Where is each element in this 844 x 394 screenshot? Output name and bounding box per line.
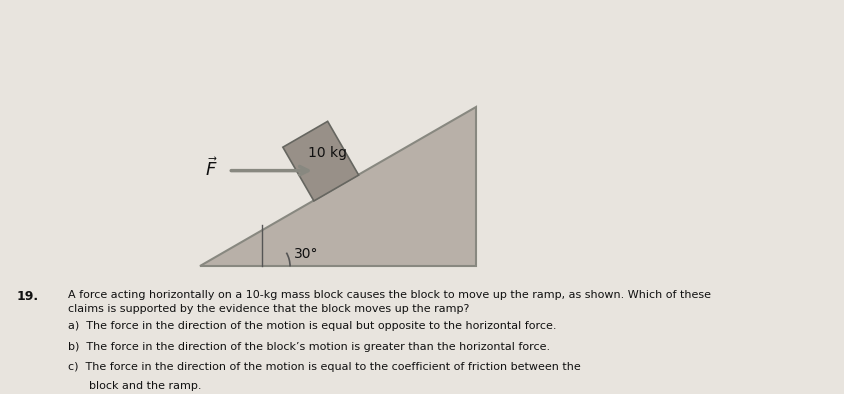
Text: b)  The force in the direction of the block’s motion is greater than the horizon: b) The force in the direction of the blo… [68, 342, 549, 351]
Polygon shape [283, 121, 358, 201]
Text: 10 kg: 10 kg [308, 146, 347, 160]
Text: A force acting horizontally on a 10-kg mass block causes the block to move up th: A force acting horizontally on a 10-kg m… [68, 290, 710, 299]
Text: c)  The force in the direction of the motion is equal to the coefficient of fric: c) The force in the direction of the mot… [68, 362, 580, 372]
Text: $\vec{F}$: $\vec{F}$ [204, 158, 217, 180]
Polygon shape [200, 107, 476, 266]
Text: a)  The force in the direction of the motion is equal but opposite to the horizo: a) The force in the direction of the mot… [68, 321, 555, 331]
Text: 30°: 30° [293, 247, 317, 261]
Text: claims is supported by the evidence that the block moves up the ramp?: claims is supported by the evidence that… [68, 304, 468, 314]
Text: 19.: 19. [17, 290, 39, 303]
Text: block and the ramp.: block and the ramp. [68, 381, 201, 390]
